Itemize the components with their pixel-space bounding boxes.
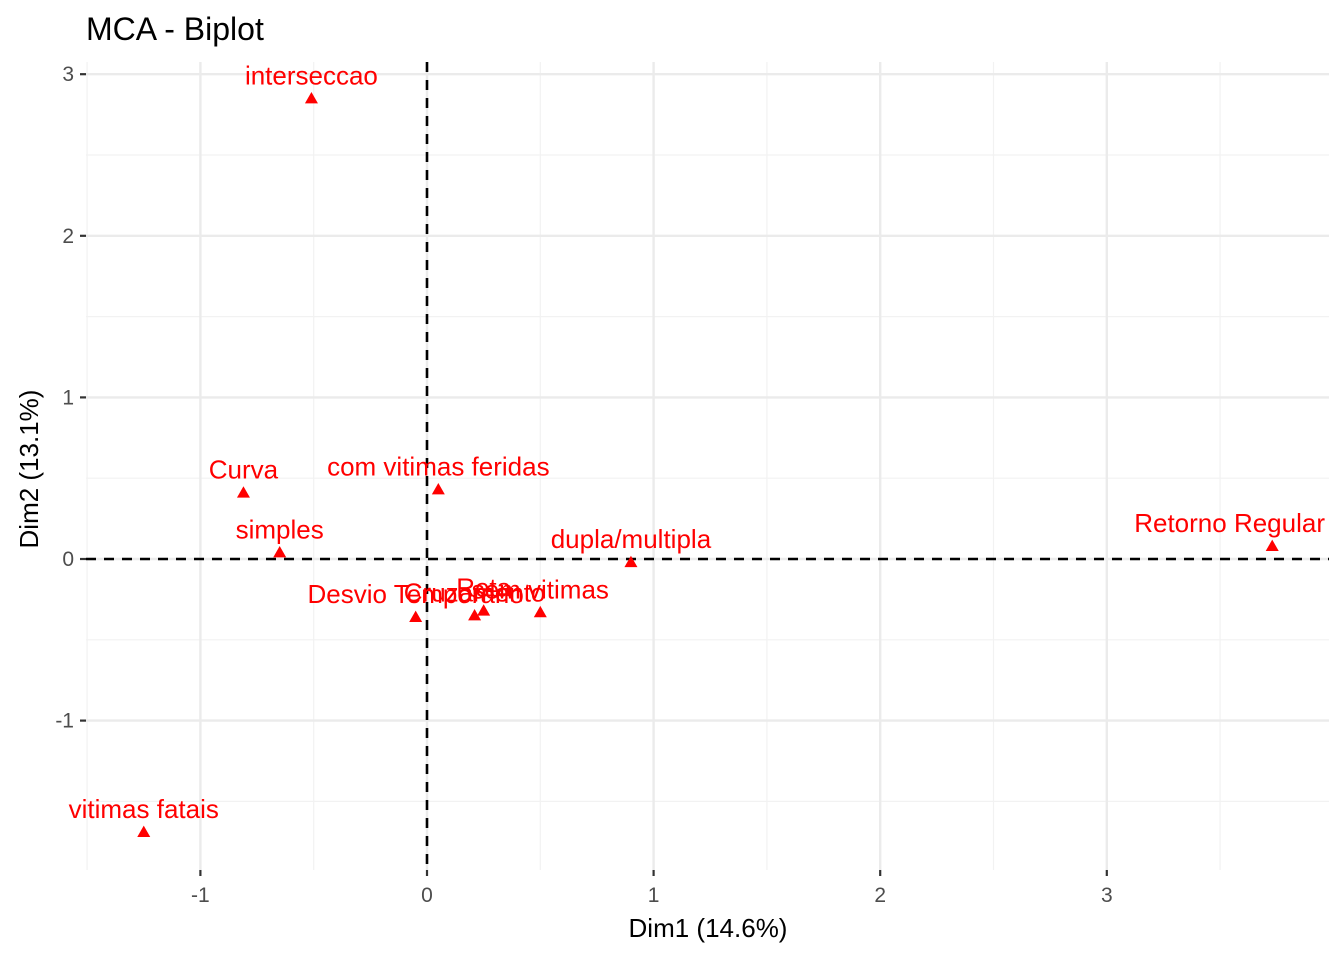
data-point-marker [1265,539,1279,551]
data-point-label: Retorno Regular [1134,508,1325,538]
data-point-label: vitimas fatais [69,794,219,824]
data-point-marker [273,546,287,558]
x-axis-title: Dim1 (14.6%) [629,913,788,943]
y-axis-title: Dim2 (13.1%) [14,390,44,549]
data-point-marker [236,486,250,498]
data-point-marker [533,605,547,618]
reference-lines [86,62,1329,870]
data-point-label: com vitimas feridas [327,452,550,482]
data-point-label: interseccao [245,60,378,90]
data-point-marker [468,609,482,621]
data-point-marker [304,91,318,104]
data-point-label: simples [236,515,324,545]
point-labels: interseccao Curva com vitimas feridas simpl… [69,60,1326,824]
x-tick-label: 2 [874,884,886,907]
chart-title: MCA - Biplot [86,11,264,47]
x-axis-ticks: -1 0 1 2 3 [191,870,1113,907]
data-point-label: sem vitimas [472,574,609,604]
data-point-label: Curva [209,455,279,485]
y-tick-label: 0 [62,548,74,571]
data-point-marker [477,604,491,616]
data-point-marker [624,555,638,568]
y-axis-ticks: -1 0 1 2 3 [55,63,86,733]
x-tick-label: 3 [1101,884,1113,907]
minor-gridlines [86,62,1329,870]
x-tick-label: -1 [191,884,210,907]
data-point-marker [137,825,151,837]
data-point-label: Cruzamento [404,578,546,608]
data-point-marker [431,483,445,495]
data-point-marker [409,610,423,623]
data-point-label: Desvio Temporario [308,579,524,609]
data-point-label: Reta [456,573,511,603]
y-tick-label: 3 [62,63,74,86]
x-tick-label: 0 [421,884,433,907]
y-tick-label: 2 [62,225,74,248]
x-tick-label: 1 [648,884,660,907]
y-tick-label: -1 [55,710,74,733]
data-points [137,91,1279,837]
y-tick-label: 1 [62,386,74,409]
data-point-label: dupla/multipla [551,524,712,554]
